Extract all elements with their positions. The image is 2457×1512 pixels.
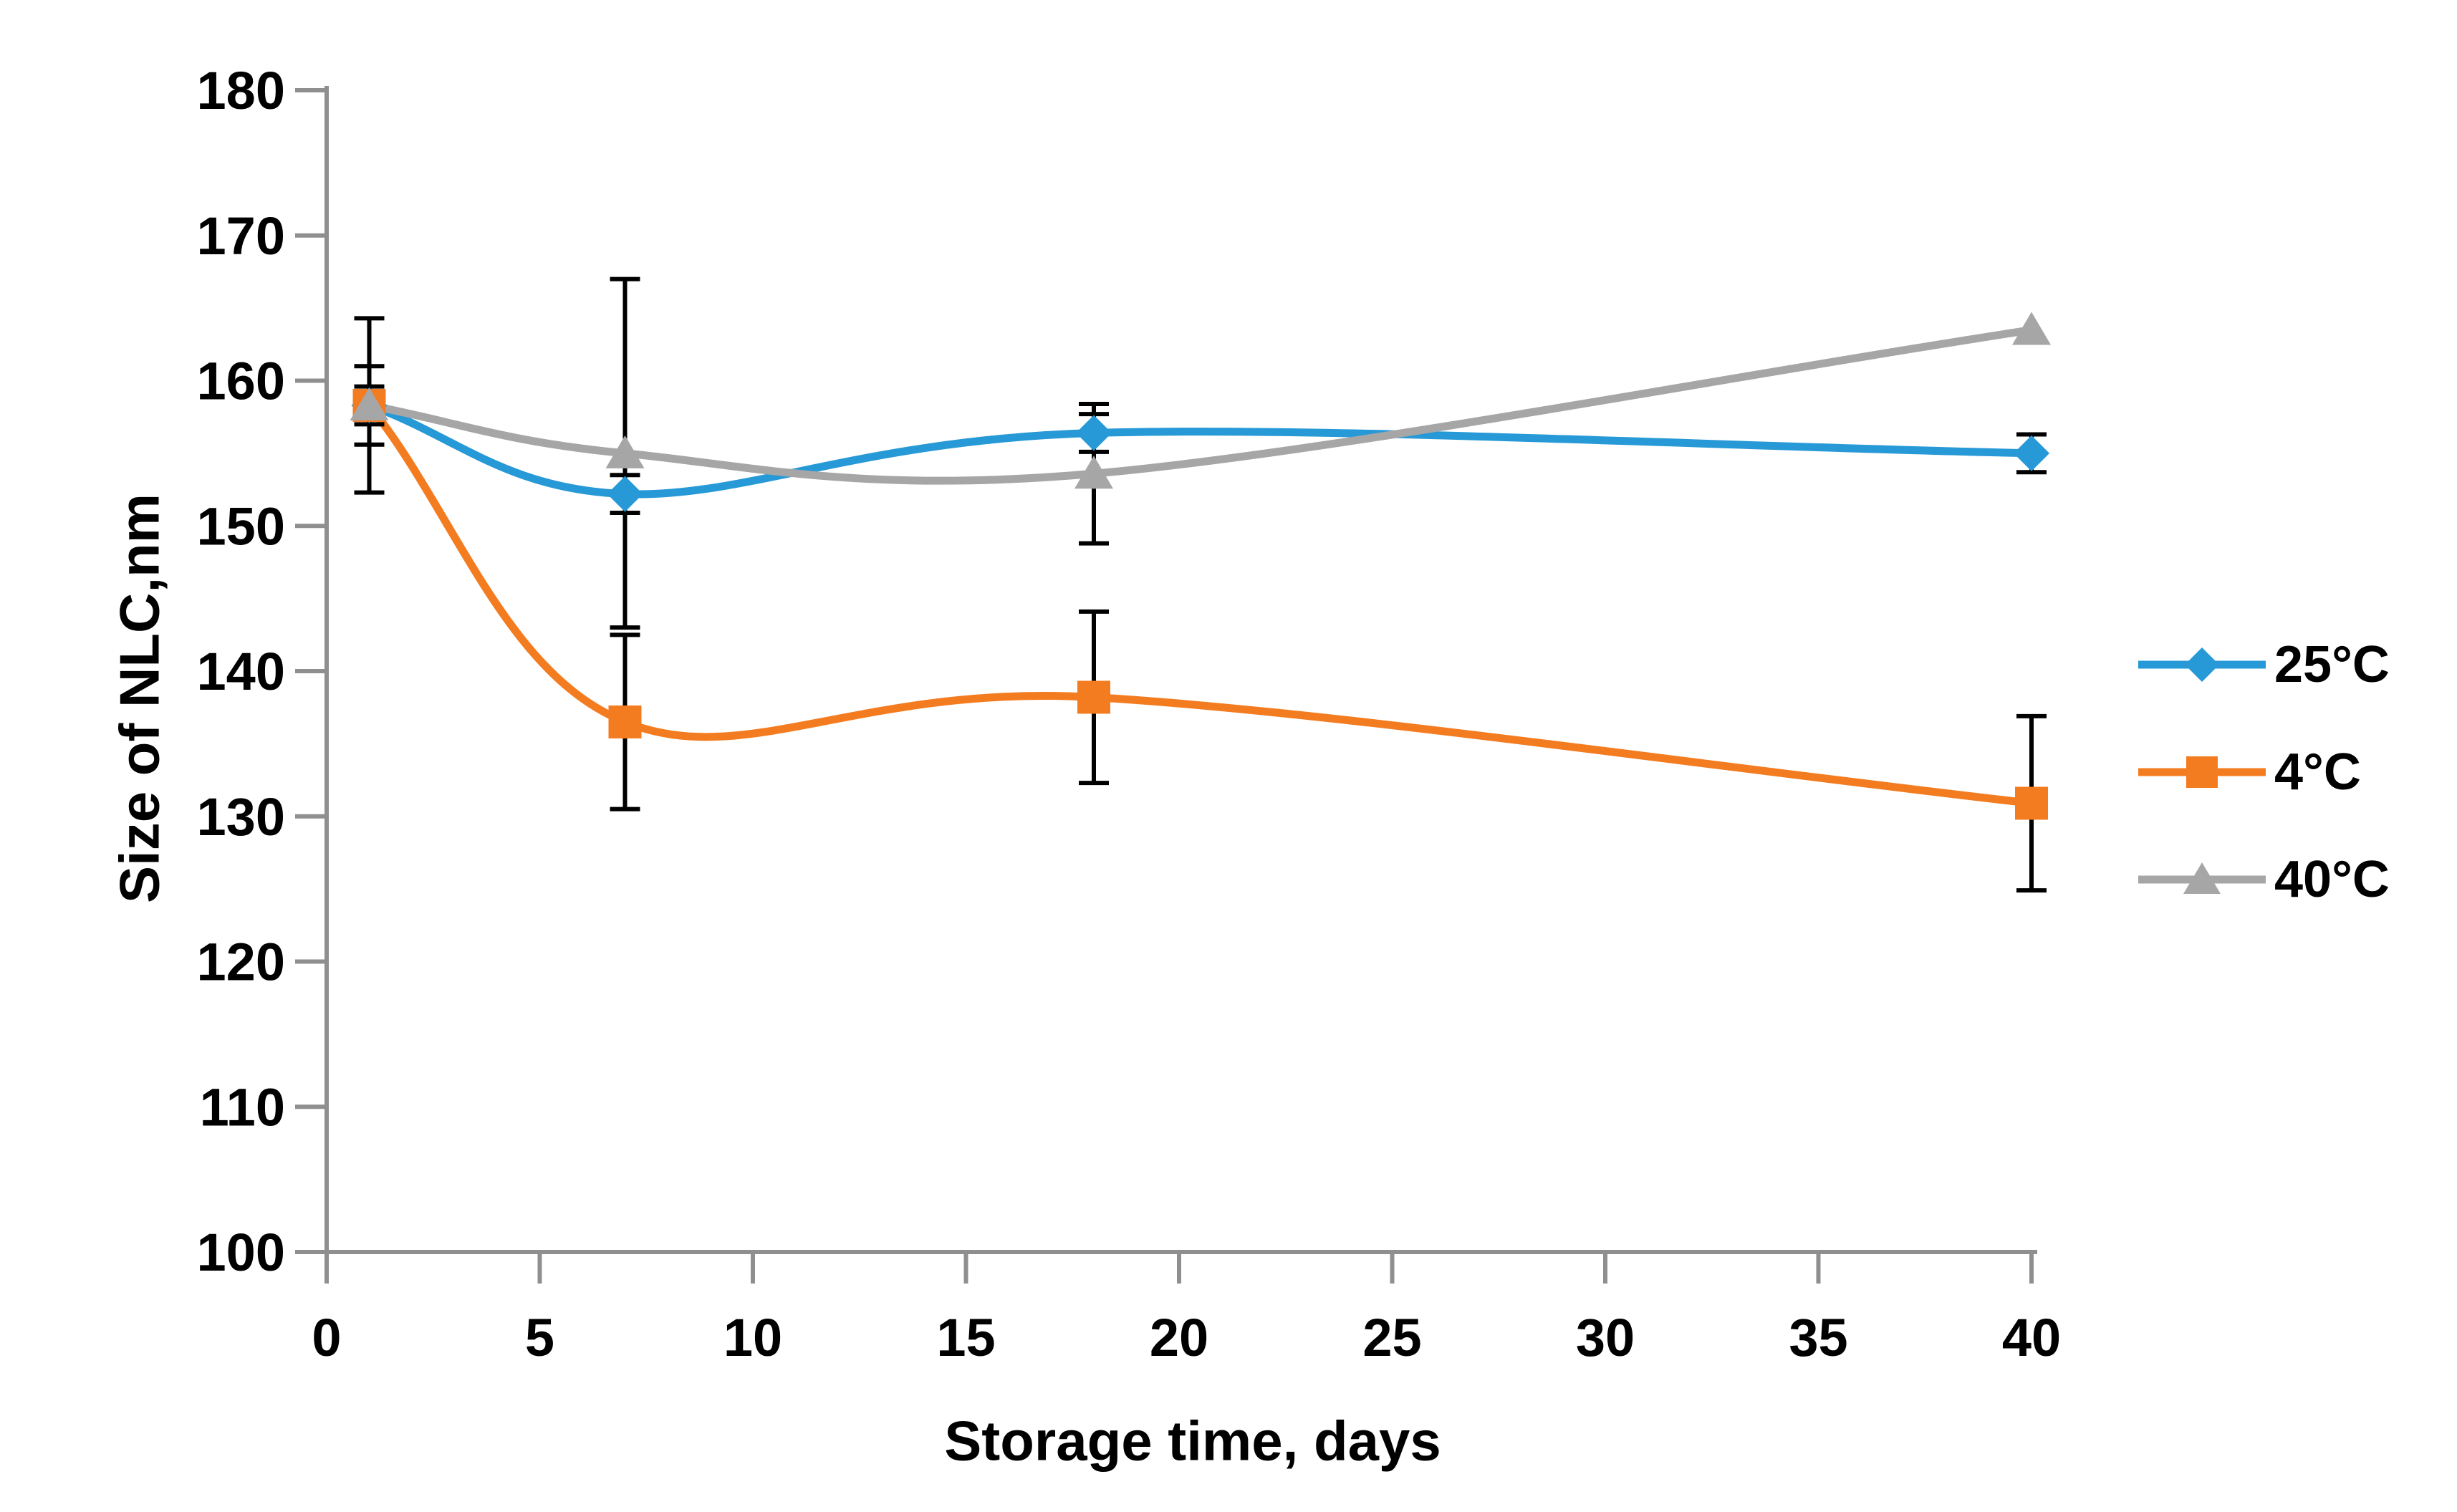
y-tick-label: 110 (200, 1077, 285, 1137)
y-axis-title: Size of NLC,nm (107, 493, 171, 904)
marker-square (608, 705, 642, 738)
legend-key-40c-triangle-icon (2138, 862, 2266, 894)
x-tick-label: 30 (1576, 1308, 1635, 1367)
marker-diamond (607, 476, 643, 512)
legend-label-25c: 25°C (2274, 636, 2390, 693)
legend-key-25c-diamond-icon (2138, 647, 2266, 682)
x-tick-label: 40 (2002, 1308, 2061, 1367)
marker-diamond (2014, 435, 2049, 471)
legend-item-25c: 25°C (2138, 636, 2390, 693)
legend-key-4c-square-icon (2138, 756, 2266, 788)
marker-diamond (1076, 415, 1112, 451)
y-tick-label: 120 (197, 933, 285, 992)
marker-diamond (2185, 647, 2219, 682)
y-tick-label: 180 (197, 61, 285, 120)
series-line-4°C (365, 401, 2036, 807)
x-tick-label: 20 (1150, 1308, 1208, 1367)
legend-item-40c: 40°C (2138, 851, 2390, 908)
series-line-25°C (365, 401, 2036, 499)
marker-triangle (350, 387, 389, 420)
marker-square (1077, 680, 1110, 714)
legend-item-4c: 4°C (2138, 743, 2361, 801)
y-tick-label: 170 (197, 206, 285, 266)
x-tick-label: 35 (1789, 1308, 1847, 1367)
legend-label-40c: 40°C (2274, 851, 2390, 908)
x-tick-label: 10 (723, 1308, 782, 1367)
y-tick-label: 100 (197, 1223, 285, 1282)
y-tick-label: 130 (197, 787, 285, 847)
marker-triangle (1074, 456, 1113, 489)
y-tick-label: 140 (197, 642, 285, 701)
marker-triangle (605, 435, 645, 468)
x-axis-title: Storage time, days (944, 1409, 1441, 1473)
y-tick-label: 160 (197, 352, 285, 411)
x-tick-label: 15 (936, 1308, 995, 1367)
y-tick-label: 150 (197, 496, 285, 556)
series-line-40°C (365, 326, 2036, 485)
marker-triangle (2183, 862, 2221, 894)
marker-square (2015, 786, 2048, 820)
x-tick-label: 25 (1362, 1308, 1421, 1367)
marker-square (2186, 756, 2218, 788)
legend-label-4c: 4°C (2274, 743, 2361, 801)
x-tick-label: 0 (312, 1308, 341, 1367)
marker-triangle (2012, 312, 2051, 345)
x-tick-label: 5 (525, 1308, 554, 1367)
